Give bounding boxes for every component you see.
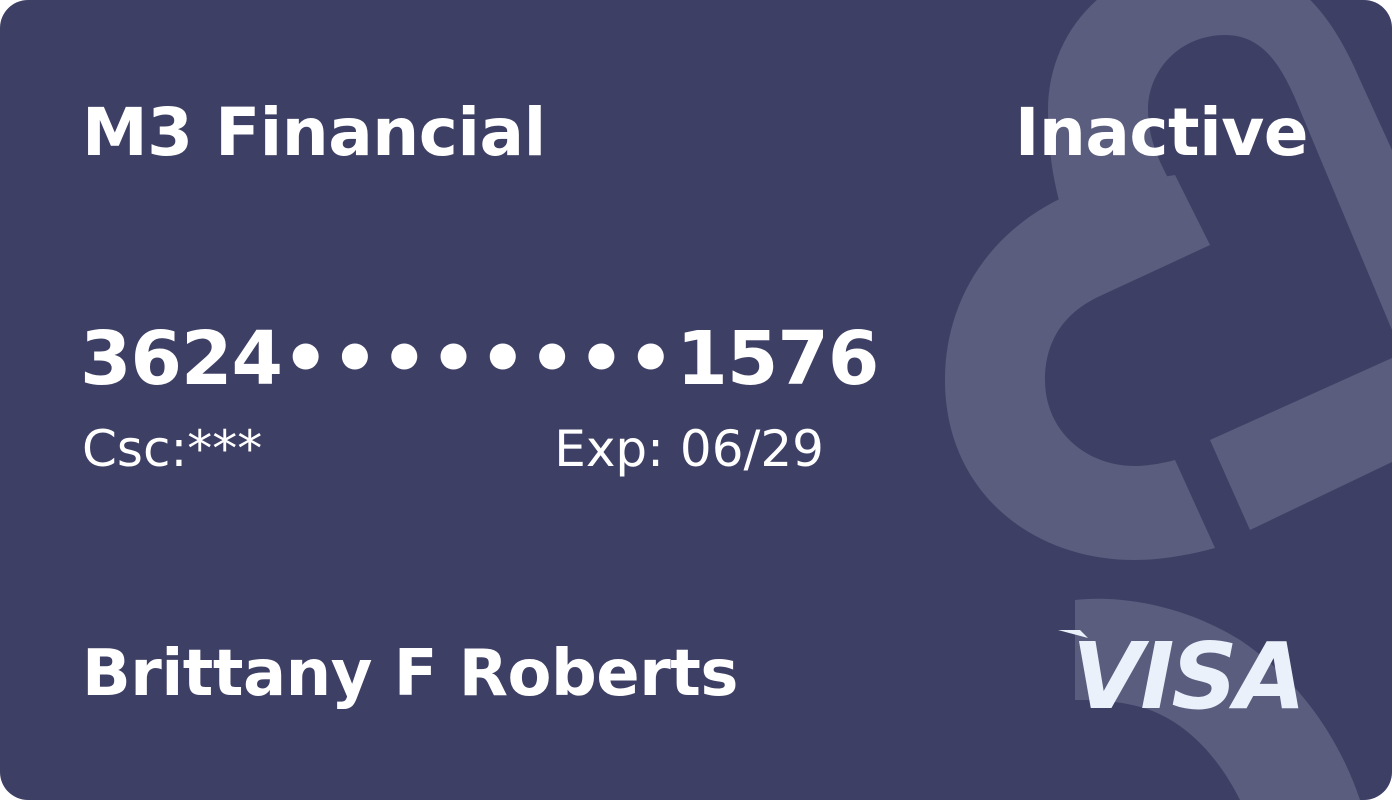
card-holder-name: Brittany F Roberts [82,637,738,711]
card-number-mask-group: •••• [281,316,480,402]
card-expiry: Exp: 06/29 [554,420,824,478]
card-network-label: VISA [1072,623,1303,718]
card-number-last-group: 1576 [676,316,879,402]
card-csc: Csc:*** [82,420,263,478]
card-number-mask-group: •••• [479,316,677,402]
card-number: 3624 •••• •••• 1576 [80,316,879,402]
card-status: Inactive [1014,94,1309,171]
card-number-first-group: 3624 [80,316,283,402]
visa-logo-icon: VISA [1058,623,1306,718]
card-issuer: M3 Financial [82,94,546,171]
